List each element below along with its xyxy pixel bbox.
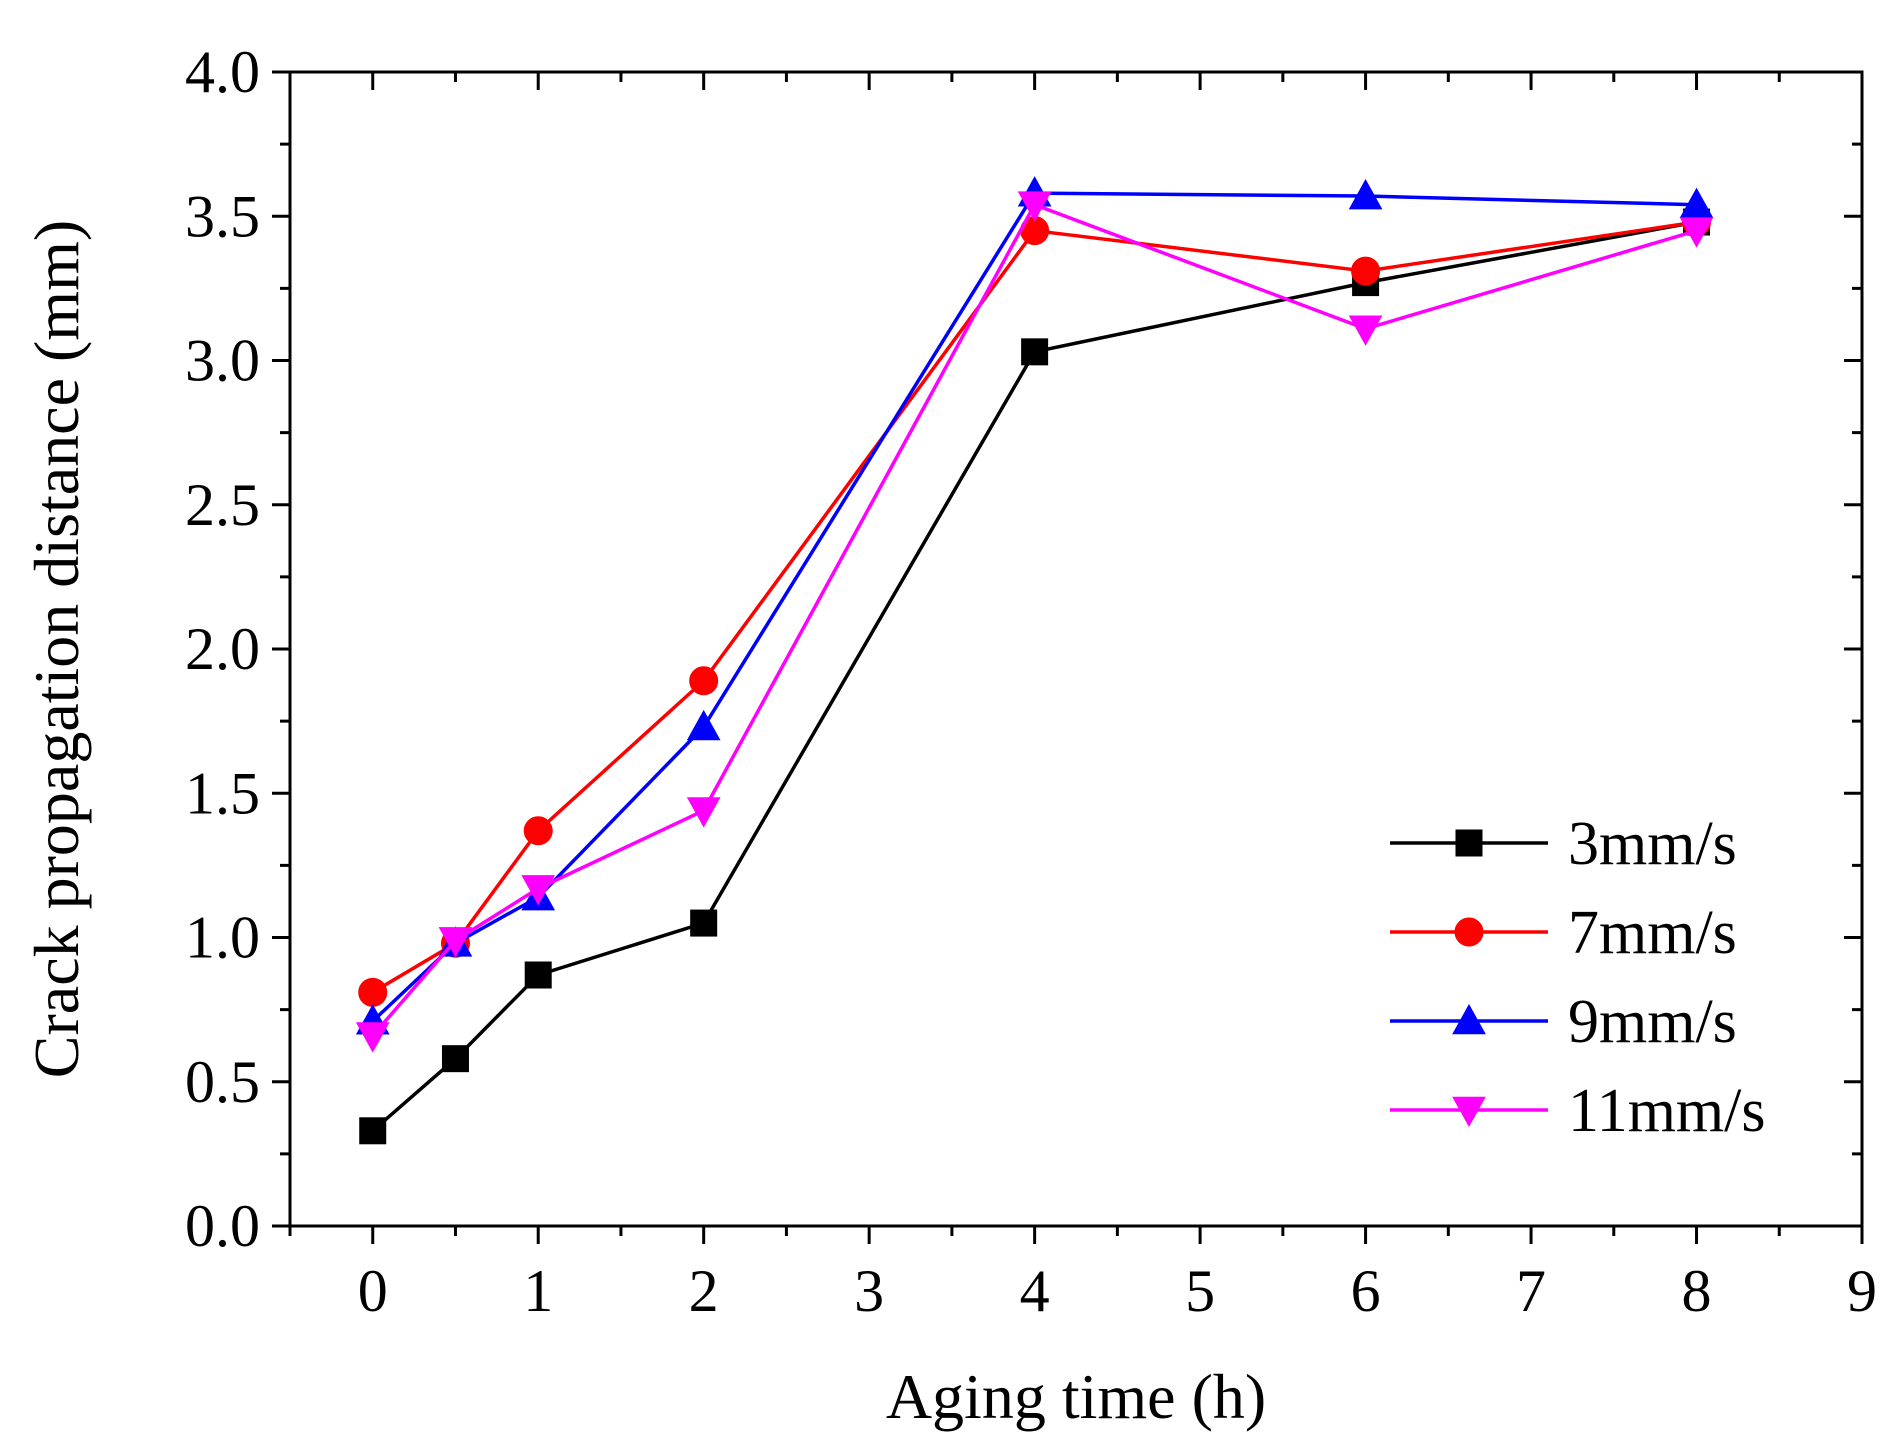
data-point	[686, 797, 721, 828]
legend-item: 9mm/s	[1390, 988, 1737, 1056]
data-point	[1679, 217, 1714, 248]
y-tick-label: 3.5	[185, 183, 260, 249]
legend-item: 3mm/s	[1390, 810, 1737, 878]
y-tick-label: 0.0	[185, 1193, 260, 1259]
x-tick-label: 7	[1516, 1258, 1546, 1324]
data-point	[1348, 179, 1383, 210]
data-point	[524, 961, 552, 989]
legend-label: 3mm/s	[1568, 810, 1737, 878]
legend-swatch-marker	[1454, 917, 1484, 947]
axes: 0 1 2 3 4 5 6 7 8 9 0.0 0.5 1.0 1.5 2.0 2.5 3.0 3.5 4.0	[185, 39, 1877, 1324]
series-group	[355, 176, 1714, 1145]
y-tick-label: 2.5	[185, 472, 260, 538]
legend-swatch-marker	[1452, 1003, 1486, 1035]
x-tick-label: 5	[1185, 1258, 1215, 1324]
data-point	[438, 927, 473, 958]
series-line	[371, 191, 1697, 1023]
series-9mm-s	[355, 176, 1714, 1035]
x-tick-label: 1	[523, 1258, 553, 1324]
data-point	[521, 875, 556, 906]
data-point	[523, 816, 553, 846]
series-11mm-s	[355, 191, 1714, 1053]
series-7mm-s	[358, 207, 1712, 1007]
legend-label: 9mm/s	[1568, 988, 1737, 1056]
series-3mm-s	[359, 208, 1711, 1145]
x-tick-label: 4	[1020, 1258, 1050, 1324]
x-tick-label: 6	[1351, 1258, 1381, 1324]
data-point	[1021, 338, 1049, 366]
y-axis-title: Crack propagation distance (mm)	[21, 220, 92, 1078]
x-tick-label: 9	[1847, 1258, 1877, 1324]
y-tick-label: 2.0	[185, 616, 260, 682]
x-tick-label: 8	[1682, 1258, 1712, 1324]
data-point	[441, 1045, 469, 1073]
legend-label: 11mm/s	[1568, 1077, 1766, 1145]
x-tick-label: 2	[689, 1258, 719, 1324]
series-line	[371, 202, 1698, 1037]
y-tick-label: 3.0	[185, 328, 260, 394]
x-tick-label: 0	[358, 1258, 388, 1324]
legend-item: 7mm/s	[1390, 899, 1737, 967]
y-tick-label: 4.0	[185, 39, 260, 105]
legend-swatch-marker	[1452, 1096, 1486, 1128]
data-point	[690, 909, 718, 937]
legend-swatch-marker	[1455, 829, 1483, 857]
data-point	[359, 1117, 387, 1145]
legend-label: 7mm/s	[1568, 899, 1737, 967]
x-axis-title: Aging time (h)	[886, 1361, 1266, 1432]
data-point	[1017, 191, 1052, 222]
y-tick-label: 1.0	[185, 905, 260, 971]
y-tick-label: 0.5	[185, 1049, 260, 1115]
data-point	[355, 1022, 390, 1053]
data-point	[689, 666, 719, 696]
data-point	[686, 709, 721, 741]
data-point	[1348, 315, 1383, 346]
data-point	[1351, 256, 1381, 286]
legend: 3mm/s 7mm/s 9mm/s 11mm/s	[1390, 810, 1766, 1145]
series-line	[371, 220, 1697, 994]
data-point	[358, 977, 388, 1007]
y-tick-label: 1.5	[185, 760, 260, 826]
legend-item: 11mm/s	[1390, 1077, 1766, 1145]
x-tick-label: 3	[854, 1258, 884, 1324]
